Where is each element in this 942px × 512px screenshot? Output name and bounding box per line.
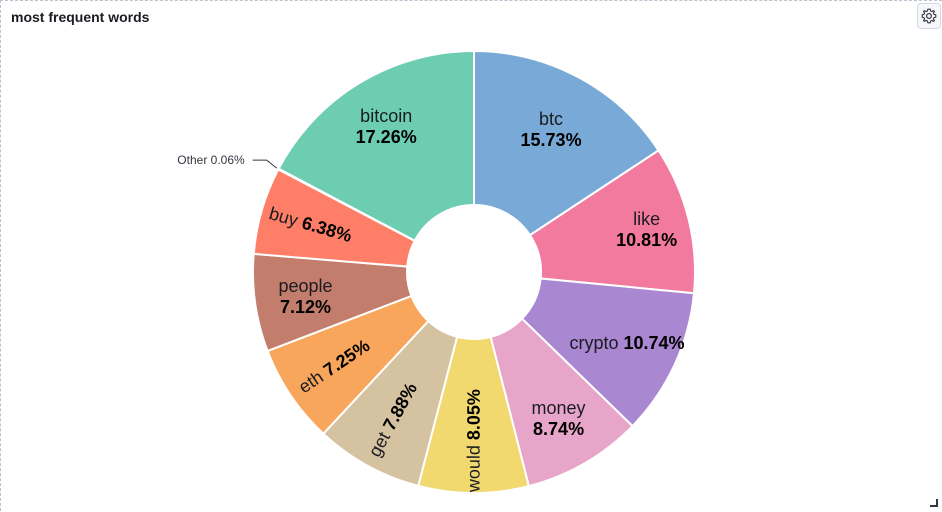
svg-text:crypto 10.74%: crypto 10.74% — [569, 333, 684, 353]
gear-icon — [921, 8, 937, 24]
slice-label-money: money 8.74% — [532, 398, 586, 439]
slice-label-crypto: crypto 10.74% — [569, 333, 684, 353]
slice-crypto[interactable] — [520, 277, 696, 428]
panel-title: most frequent words — [11, 9, 150, 25]
slice-label-like: like 10.81% — [616, 209, 677, 250]
slice-label-btc: btc 15.73% — [521, 109, 582, 150]
slice-label-get: get 7.88% — [364, 379, 421, 460]
slice-label-bitcoin: bitcoin 17.26% — [356, 106, 417, 147]
settings-button[interactable] — [917, 3, 941, 29]
resize-handle[interactable] — [930, 499, 938, 507]
slice-bitcoin[interactable] — [277, 49, 475, 243]
slice-like[interactable] — [528, 149, 696, 295]
slice-would[interactable] — [417, 335, 531, 494]
svg-text:get 7.88%: get 7.88% — [364, 379, 421, 460]
slice-label-would: would 8.05% — [464, 389, 484, 493]
svg-text:would 8.05%: would 8.05% — [464, 389, 484, 493]
slice-btc[interactable] — [473, 49, 660, 237]
other-leader-line — [252, 159, 277, 169]
slice-label-other: Other 0.06% — [177, 153, 245, 167]
slice-label-people: people 7.12% — [278, 276, 332, 317]
